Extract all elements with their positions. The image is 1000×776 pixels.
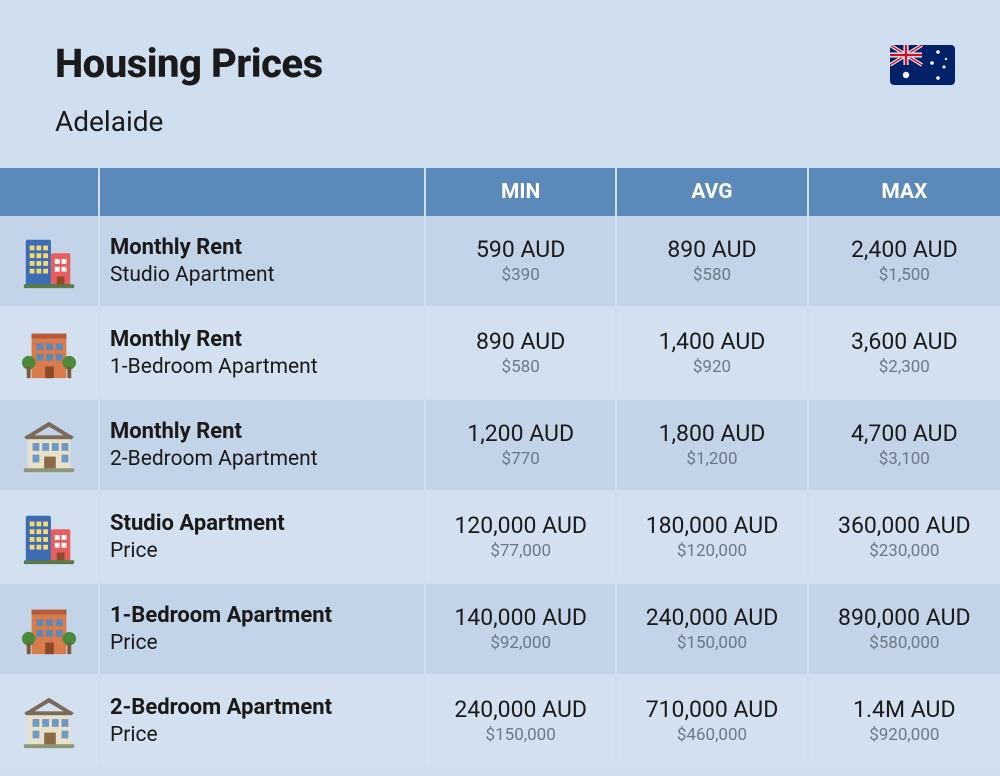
row-title: Monthly Rent (110, 326, 424, 354)
value-main: 180,000 AUD (646, 512, 779, 540)
value-main: 890,000 AUD (838, 604, 971, 632)
value-sub: $580 (693, 264, 731, 286)
row-label: 1-Bedroom ApartmentPrice (100, 584, 426, 674)
value-sub: $580,000 (869, 632, 939, 654)
value-sub: $150,000 (677, 632, 747, 654)
table-body: Monthly RentStudio Apartment590 AUD$3908… (0, 216, 1000, 768)
value-sub: $580 (502, 356, 540, 378)
row-subtitle: 2-Bedroom Apartment (110, 446, 424, 472)
building-house-icon (0, 676, 100, 766)
row-title: 1-Bedroom Apartment (110, 602, 424, 630)
cell-max: 890,000 AUD$580,000 (809, 584, 1000, 674)
page-title: Housing Prices (55, 40, 945, 87)
value-sub: $77,000 (490, 540, 551, 562)
value-main: 240,000 AUD (646, 604, 779, 632)
value-sub: $770 (502, 448, 540, 470)
cell-avg: 1,400 AUD$920 (617, 308, 808, 398)
th-max: MAX (809, 168, 1000, 216)
value-sub: $460,000 (677, 724, 747, 746)
page-subtitle: Adelaide (55, 105, 945, 138)
row-label: 2-Bedroom ApartmentPrice (100, 676, 426, 766)
flag-icon (890, 45, 955, 85)
header: Housing Prices Adelaide (0, 0, 1000, 168)
table-row: Monthly Rent2-Bedroom Apartment1,200 AUD… (0, 400, 1000, 492)
value-main: 1,400 AUD (659, 328, 766, 356)
value-sub: $150,000 (486, 724, 556, 746)
row-label: Monthly Rent2-Bedroom Apartment (100, 400, 426, 490)
row-title: Monthly Rent (110, 418, 424, 446)
cell-max: 4,700 AUD$3,100 (809, 400, 1000, 490)
value-main: 360,000 AUD (838, 512, 971, 540)
row-title: Monthly Rent (110, 234, 424, 262)
value-sub: $1,200 (686, 448, 737, 470)
cell-min: 890 AUD$580 (426, 308, 617, 398)
value-main: 140,000 AUD (454, 604, 587, 632)
row-subtitle: 1-Bedroom Apartment (110, 354, 424, 380)
cell-min: 590 AUD$390 (426, 216, 617, 306)
table-row: 2-Bedroom ApartmentPrice240,000 AUD$150,… (0, 676, 1000, 768)
cell-max: 2,400 AUD$1,500 (809, 216, 1000, 306)
building-house-icon (0, 400, 100, 490)
cell-avg: 1,800 AUD$1,200 (617, 400, 808, 490)
value-sub: $920,000 (869, 724, 939, 746)
row-subtitle: Price (110, 538, 424, 564)
value-main: 1,200 AUD (467, 420, 574, 448)
row-label: Studio ApartmentPrice (100, 492, 426, 582)
cell-avg: 890 AUD$580 (617, 216, 808, 306)
th-blank-label (100, 168, 426, 216)
building-brick-icon (0, 584, 100, 674)
building-modern-icon (0, 216, 100, 306)
table-header-row: MIN AVG MAX (0, 168, 1000, 216)
cell-min: 240,000 AUD$150,000 (426, 676, 617, 766)
value-main: 3,600 AUD (851, 328, 958, 356)
cell-avg: 240,000 AUD$150,000 (617, 584, 808, 674)
value-sub: $3,100 (879, 448, 930, 470)
value-main: 2,400 AUD (851, 236, 958, 264)
row-label: Monthly Rent1-Bedroom Apartment (100, 308, 426, 398)
value-sub: $120,000 (677, 540, 747, 562)
cell-avg: 180,000 AUD$120,000 (617, 492, 808, 582)
value-main: 1,800 AUD (659, 420, 766, 448)
th-min: MIN (426, 168, 617, 216)
value-main: 240,000 AUD (454, 696, 587, 724)
row-title: Studio Apartment (110, 510, 424, 538)
cell-max: 360,000 AUD$230,000 (809, 492, 1000, 582)
value-sub: $2,300 (879, 356, 930, 378)
th-avg: AVG (617, 168, 808, 216)
value-main: 1.4M AUD (853, 696, 956, 724)
cell-min: 1,200 AUD$770 (426, 400, 617, 490)
value-sub: $920 (693, 356, 731, 378)
value-main: 890 AUD (667, 236, 756, 264)
cell-max: 3,600 AUD$2,300 (809, 308, 1000, 398)
row-subtitle: Studio Apartment (110, 262, 424, 288)
cell-max: 1.4M AUD$920,000 (809, 676, 1000, 766)
cell-min: 140,000 AUD$92,000 (426, 584, 617, 674)
cell-avg: 710,000 AUD$460,000 (617, 676, 808, 766)
value-sub: $390 (502, 264, 540, 286)
building-modern-icon (0, 492, 100, 582)
row-subtitle: Price (110, 722, 424, 748)
value-main: 890 AUD (476, 328, 565, 356)
th-blank-icon (0, 168, 100, 216)
table-row: Monthly RentStudio Apartment590 AUD$3908… (0, 216, 1000, 308)
row-subtitle: Price (110, 630, 424, 656)
value-sub: $92,000 (490, 632, 551, 654)
value-main: 590 AUD (476, 236, 565, 264)
building-brick-icon (0, 308, 100, 398)
table-row: Monthly Rent1-Bedroom Apartment890 AUD$5… (0, 308, 1000, 400)
value-main: 120,000 AUD (454, 512, 587, 540)
row-label: Monthly RentStudio Apartment (100, 216, 426, 306)
value-main: 710,000 AUD (646, 696, 779, 724)
table-row: Studio ApartmentPrice120,000 AUD$77,0001… (0, 492, 1000, 584)
table-row: 1-Bedroom ApartmentPrice140,000 AUD$92,0… (0, 584, 1000, 676)
cell-min: 120,000 AUD$77,000 (426, 492, 617, 582)
value-sub: $230,000 (869, 540, 939, 562)
row-title: 2-Bedroom Apartment (110, 694, 424, 722)
price-table: MIN AVG MAX Monthly RentStudio Apartment… (0, 168, 1000, 768)
value-main: 4,700 AUD (851, 420, 958, 448)
value-sub: $1,500 (879, 264, 930, 286)
